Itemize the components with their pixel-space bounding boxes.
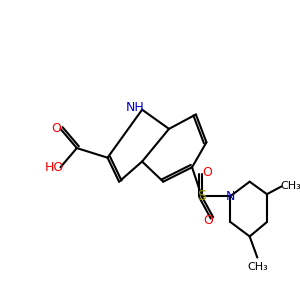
Text: O: O — [203, 214, 213, 226]
Text: O: O — [52, 122, 61, 135]
Text: CH₃: CH₃ — [280, 182, 300, 191]
Text: CH₃: CH₃ — [247, 262, 268, 272]
Text: S: S — [197, 189, 206, 203]
Text: HO: HO — [45, 161, 64, 174]
Text: O: O — [202, 166, 212, 178]
Text: NH: NH — [126, 101, 145, 114]
Text: N: N — [226, 190, 235, 202]
